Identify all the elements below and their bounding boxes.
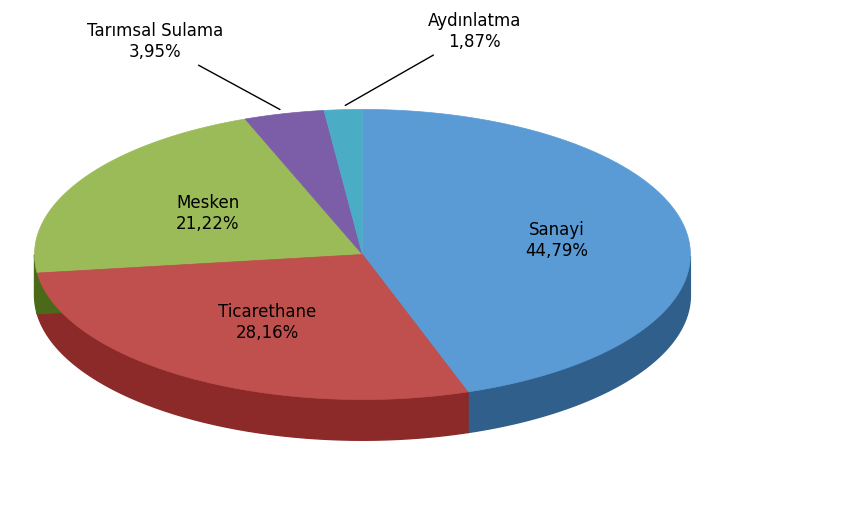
Text: Ticarethane
28,16%: Ticarethane 28,16%: [217, 303, 316, 342]
Text: Tarımsal Sulama
3,95%: Tarımsal Sulama 3,95%: [87, 22, 280, 109]
Polygon shape: [362, 254, 468, 433]
Polygon shape: [35, 119, 362, 273]
Text: Mesken
21,22%: Mesken 21,22%: [176, 194, 239, 233]
Polygon shape: [362, 254, 468, 433]
Polygon shape: [37, 254, 468, 400]
Text: Aydınlatma
1,87%: Aydınlatma 1,87%: [345, 12, 521, 105]
Polygon shape: [324, 109, 362, 255]
Polygon shape: [37, 254, 362, 314]
Polygon shape: [468, 257, 690, 433]
Polygon shape: [362, 109, 690, 392]
Polygon shape: [245, 110, 362, 255]
Polygon shape: [37, 254, 362, 314]
Text: Sanayi
44,79%: Sanayi 44,79%: [525, 221, 588, 260]
Polygon shape: [37, 273, 468, 440]
Polygon shape: [35, 254, 37, 314]
